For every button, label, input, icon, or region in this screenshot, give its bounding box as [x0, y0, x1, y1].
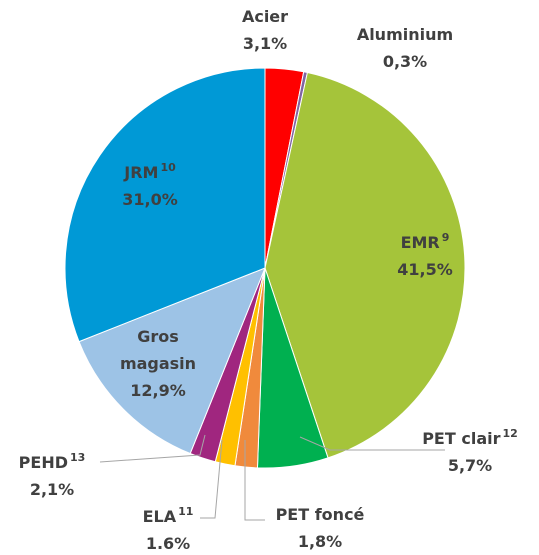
leader-line [200, 439, 223, 519]
category-label: JRM [123, 163, 158, 182]
category-label: Aluminium [357, 25, 453, 44]
superscript: 10 [160, 161, 176, 174]
category-label: Gros [137, 327, 179, 346]
category-label: EMR [401, 233, 440, 252]
category-label: Acier [242, 7, 288, 26]
superscript: 11 [178, 505, 193, 518]
slice-label: ELA 11 1.6% [143, 505, 194, 553]
category-label: magasin [120, 354, 196, 373]
category-label: ELA [143, 507, 177, 526]
slice-label: EMR 9 41,5% [397, 231, 453, 279]
value-label: 41,5% [397, 260, 453, 279]
leader-line [299, 436, 445, 451]
slice-label: PET clair 12 5,7% [422, 427, 518, 475]
value-label: 5,7% [448, 456, 492, 475]
value-label: 0,3% [383, 52, 427, 71]
slice-label: JRM 10 31,0% [122, 161, 178, 209]
slice-label: PEHD 13 2,1% [19, 451, 86, 499]
category-label: PET foncé [276, 505, 365, 524]
superscript: 12 [502, 427, 517, 440]
value-label: 1.6% [146, 534, 190, 553]
leader-line [244, 440, 265, 521]
category-label: PEHD [19, 453, 68, 472]
leader-line [99, 434, 206, 463]
value-label: 31,0% [122, 190, 178, 209]
value-label: 12,9% [130, 381, 186, 400]
superscript: 13 [70, 451, 85, 464]
value-label: 2,1% [30, 480, 74, 499]
pie-slice [64, 67, 266, 343]
superscript: 9 [442, 231, 450, 244]
slice-label: Gros magasin 12,9% [120, 327, 196, 400]
value-label: 3,1% [243, 34, 287, 53]
pie-slice [78, 267, 266, 455]
category-label: PET clair [422, 429, 500, 448]
value-label: 1,8% [298, 532, 342, 551]
slice-label: PET foncé 1,8% [276, 505, 365, 551]
slice-label: Acier 3,1% [242, 7, 288, 53]
slice-label: Aluminium 0,3% [357, 25, 453, 71]
pie-slice [264, 71, 466, 459]
